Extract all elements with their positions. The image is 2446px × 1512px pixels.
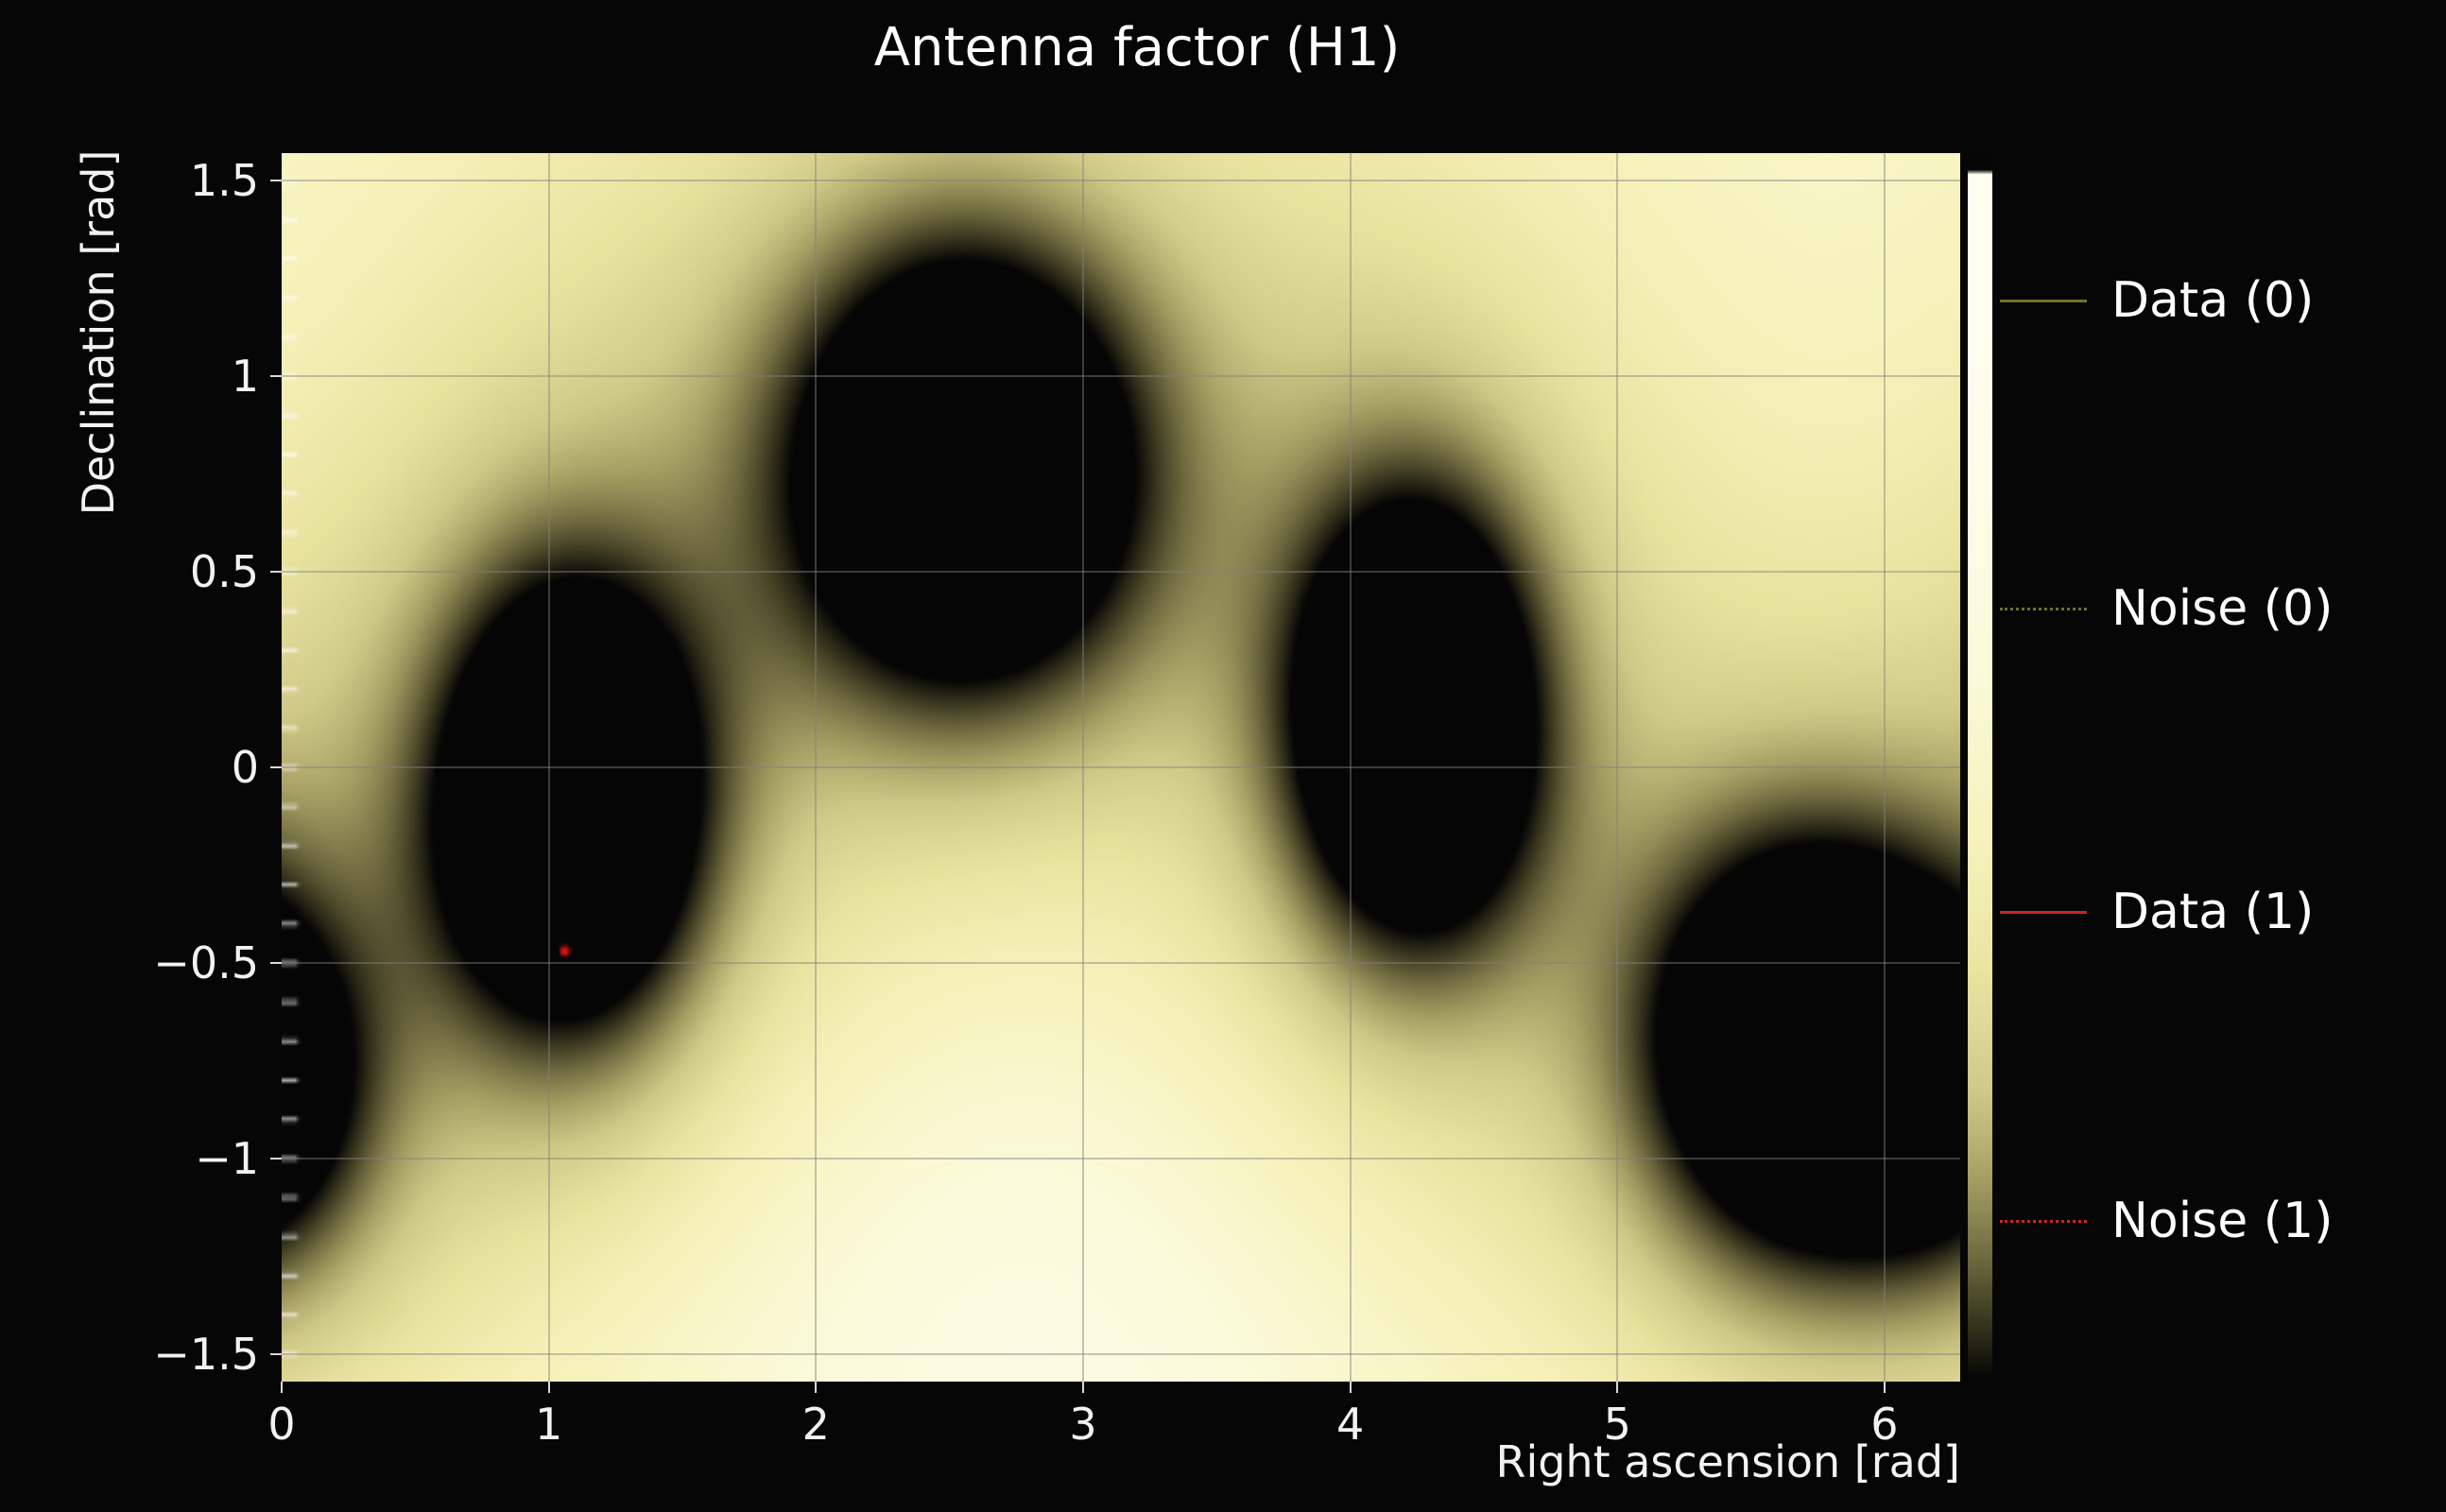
gridline-y bbox=[282, 766, 1960, 768]
y-tick-label: −1 bbox=[195, 1132, 259, 1184]
gridline-y bbox=[282, 1157, 1960, 1160]
legend-item: Data (1) bbox=[2000, 882, 2314, 942]
colorbar bbox=[1968, 153, 1992, 1382]
x-tick-label: 6 bbox=[1870, 1399, 1899, 1450]
legend-label: Noise (1) bbox=[2111, 1193, 2334, 1249]
gridline-y bbox=[282, 571, 1960, 574]
legend-line-sample bbox=[2000, 1219, 2087, 1223]
legend-label: Data (1) bbox=[2111, 884, 2315, 940]
legend-item: Noise (1) bbox=[2000, 1191, 2333, 1251]
x-tick-label: 2 bbox=[801, 1399, 830, 1450]
x-tick-mark bbox=[547, 1382, 550, 1393]
legend-label: Noise (0) bbox=[2111, 580, 2334, 637]
gridline-y bbox=[282, 180, 1960, 182]
legend-line-sample bbox=[2000, 910, 2087, 914]
x-tick-label: 5 bbox=[1603, 1399, 1631, 1450]
gridline-y bbox=[282, 1352, 1960, 1355]
x-tick-mark bbox=[815, 1382, 818, 1393]
gridline-x bbox=[547, 153, 550, 1382]
x-tick-label: 3 bbox=[1069, 1399, 1097, 1450]
y-tick-label: 0.5 bbox=[189, 546, 259, 598]
y-tick-mark bbox=[270, 571, 282, 574]
legend-item: Data (0) bbox=[2000, 270, 2314, 331]
colorbar-canvas bbox=[1968, 153, 1992, 1382]
chart-title: Antenna factor (H1) bbox=[873, 17, 1401, 78]
x-axis-label: Right ascension [rad] bbox=[1495, 1436, 1960, 1487]
legend-item: Noise (0) bbox=[2000, 578, 2333, 639]
y-tick-label: 1.5 bbox=[189, 155, 259, 207]
gridline-x bbox=[1616, 153, 1619, 1382]
legend-label: Data (0) bbox=[2111, 272, 2315, 329]
gridline-x bbox=[815, 153, 818, 1382]
y-tick-mark bbox=[270, 1157, 282, 1160]
y-tick-mark bbox=[270, 375, 282, 378]
heatmap-canvas bbox=[282, 153, 1960, 1382]
y-tick-mark bbox=[270, 1352, 282, 1355]
y-tick-label: −0.5 bbox=[153, 936, 259, 988]
legend-line-sample bbox=[2000, 299, 2087, 302]
x-tick-mark bbox=[1081, 1382, 1084, 1393]
plot-area bbox=[282, 153, 1960, 1382]
x-tick-mark bbox=[1616, 1382, 1619, 1393]
x-tick-label: 4 bbox=[1335, 1399, 1365, 1450]
gridline-x bbox=[1349, 153, 1352, 1382]
gridline-y bbox=[282, 375, 1960, 378]
y-tick-mark bbox=[270, 766, 282, 768]
y-tick-mark bbox=[270, 180, 282, 182]
x-tick-mark bbox=[1883, 1382, 1886, 1393]
y-tick-mark bbox=[270, 961, 282, 964]
gridline-x bbox=[1883, 153, 1886, 1382]
x-tick-mark bbox=[1349, 1382, 1352, 1393]
x-tick-label: 0 bbox=[267, 1399, 296, 1450]
gridline-x bbox=[1081, 153, 1084, 1382]
x-tick-mark bbox=[281, 1382, 283, 1393]
y-tick-label: 1 bbox=[231, 351, 259, 403]
legend-line-sample bbox=[2000, 607, 2087, 610]
gridline-y bbox=[282, 961, 1960, 964]
y-tick-label: −1.5 bbox=[153, 1328, 259, 1380]
x-tick-label: 1 bbox=[535, 1399, 563, 1450]
y-tick-label: 0 bbox=[231, 742, 259, 793]
y-axis-label: Declination [rad] bbox=[73, 149, 124, 516]
